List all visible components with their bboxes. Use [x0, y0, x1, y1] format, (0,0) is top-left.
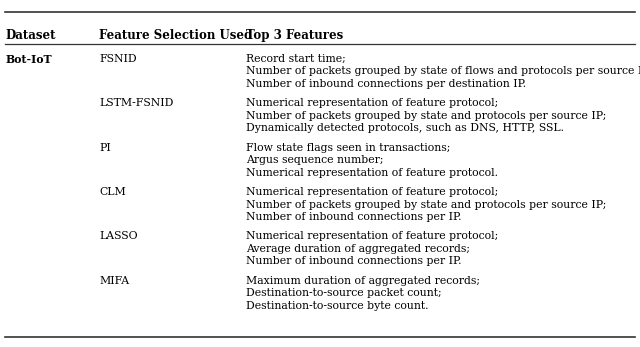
Text: Feature Selection Used: Feature Selection Used: [99, 29, 252, 42]
Text: Record start time;: Record start time;: [246, 54, 346, 64]
Text: Number of inbound connections per destination IP.: Number of inbound connections per destin…: [246, 79, 527, 89]
Text: CLM: CLM: [99, 187, 126, 197]
Text: Numerical representation of feature protocol;: Numerical representation of feature prot…: [246, 231, 499, 242]
Text: Number of packets grouped by state and protocols per source IP;: Number of packets grouped by state and p…: [246, 111, 607, 121]
Text: Numerical representation of feature protocol;: Numerical representation of feature prot…: [246, 187, 499, 197]
Text: Bot-IoT: Bot-IoT: [5, 54, 52, 65]
Text: Maximum duration of aggregated records;: Maximum duration of aggregated records;: [246, 276, 481, 286]
Text: Dataset: Dataset: [5, 29, 56, 42]
Text: Number of inbound connections per IP.: Number of inbound connections per IP.: [246, 256, 462, 266]
Text: Destination-to-source byte count.: Destination-to-source byte count.: [246, 301, 429, 311]
Text: MIFA: MIFA: [99, 276, 129, 286]
Text: Number of packets grouped by state and protocols per source IP;: Number of packets grouped by state and p…: [246, 200, 607, 210]
Text: Argus sequence number;: Argus sequence number;: [246, 155, 384, 165]
Text: Number of packets grouped by state of flows and protocols per source IP;: Number of packets grouped by state of fl…: [246, 66, 640, 76]
Text: PI: PI: [99, 143, 111, 153]
Text: Top 3 Features: Top 3 Features: [246, 29, 344, 42]
Text: Numerical representation of feature protocol.: Numerical representation of feature prot…: [246, 168, 499, 178]
Text: LASSO: LASSO: [99, 231, 138, 242]
Text: Number of inbound connections per IP.: Number of inbound connections per IP.: [246, 212, 462, 222]
Text: Numerical representation of feature protocol;: Numerical representation of feature prot…: [246, 98, 499, 108]
Text: FSNID: FSNID: [99, 54, 137, 64]
Text: Destination-to-source packet count;: Destination-to-source packet count;: [246, 288, 442, 298]
Text: Average duration of aggregated records;: Average duration of aggregated records;: [246, 244, 470, 254]
Text: LSTM-FSNID: LSTM-FSNID: [99, 98, 173, 108]
Text: Flow state flags seen in transactions;: Flow state flags seen in transactions;: [246, 143, 451, 153]
Text: Dynamically detected protocols, such as DNS, HTTP, SSL.: Dynamically detected protocols, such as …: [246, 123, 564, 133]
